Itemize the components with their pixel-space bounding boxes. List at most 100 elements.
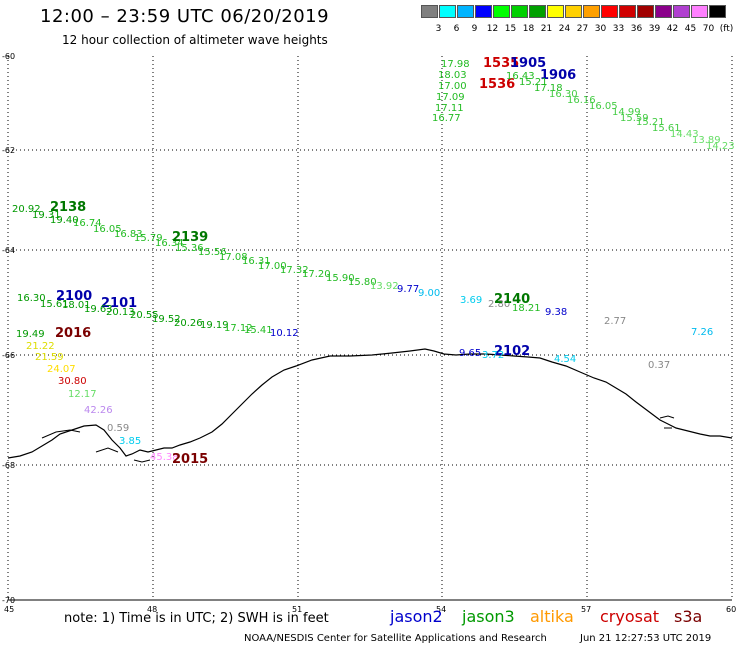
legend-value: 15 xyxy=(504,24,517,34)
legend-swatch xyxy=(493,5,510,18)
satellite-altika: altika xyxy=(530,607,574,626)
legend-value: 18 xyxy=(522,24,535,34)
x-tick-label: 54 xyxy=(436,605,446,614)
island-coastline xyxy=(41,429,81,439)
wave-height-label: 19.63 xyxy=(84,304,113,315)
wave-height-labels: 17.9818.0317.0017.0917.1116.771535153619… xyxy=(12,56,735,467)
pass-time-label: 1906 xyxy=(540,68,576,83)
wave-height-label: 13.89 xyxy=(692,135,721,146)
pass-time-label: 1905 xyxy=(510,56,546,71)
wave-height-label: 13.92 xyxy=(370,281,399,292)
pass-time-label: 2139 xyxy=(172,230,208,245)
wave-height-label: 20.92 xyxy=(12,204,41,215)
y-axis-labels: -60 -62 -64 -66 -68 -70 xyxy=(2,52,15,605)
wave-height-label: 15.21 xyxy=(519,77,548,88)
legend-swatch xyxy=(619,5,636,18)
x-tick-label: 45 xyxy=(4,605,14,614)
wave-height-label: 3.72 xyxy=(482,350,504,361)
wave-height-label: 16.77 xyxy=(432,113,461,124)
wave-height-label: 9.38 xyxy=(545,307,567,318)
wave-height-label: 15.41 xyxy=(244,325,273,336)
legend-value: 30 xyxy=(594,24,607,34)
legend-swatch xyxy=(637,5,654,18)
wave-height-label: 16.43 xyxy=(506,71,535,82)
wave-height-label: 16.30 xyxy=(549,89,578,100)
island-coastline xyxy=(133,459,151,463)
island-coastline xyxy=(95,447,119,453)
wave-height-label: 17.08 xyxy=(219,252,248,263)
wave-height-label: 15.21 xyxy=(636,117,665,128)
wave-height-label: 16.16 xyxy=(567,95,596,106)
wave-height-label: 17.18 xyxy=(534,83,563,94)
page-title: 12:00 – 23:59 UTC 06/20/2019 xyxy=(40,6,330,27)
wave-height-label: 16.30 xyxy=(17,293,46,304)
wave-height-label: 9.65 xyxy=(459,348,481,359)
wave-height-label: 14.99 xyxy=(612,107,641,118)
wave-height-label: 15.56 xyxy=(198,247,227,258)
wave-height-label: 19.31 xyxy=(32,210,61,221)
y-tick-label: -60 xyxy=(2,52,15,61)
x-tick-label: 60 xyxy=(726,605,736,614)
wave-height-label: 18.01 xyxy=(62,300,91,311)
wave-height-label: 9.00 xyxy=(418,288,440,299)
legend-value: 70 xyxy=(702,24,715,34)
y-tick-label: -62 xyxy=(2,146,15,155)
legend-value: 9 xyxy=(471,24,478,34)
legend-value: (ft) xyxy=(719,24,734,34)
wave-height-label: 3.69 xyxy=(460,295,482,306)
legend-swatch xyxy=(475,5,492,18)
wave-height-label: 15.61 xyxy=(40,299,69,310)
legend-swatch xyxy=(547,5,564,18)
y-tick-label: -66 xyxy=(2,351,15,360)
legend-value: 36 xyxy=(630,24,643,34)
wave-height-label: 19.19 xyxy=(200,320,229,331)
wave-height-label: 14.23 xyxy=(706,141,735,152)
legend-swatch xyxy=(439,5,456,18)
wave-height-label: 21.59 xyxy=(35,352,64,363)
legend-swatch xyxy=(673,5,690,18)
y-tick-label: -70 xyxy=(2,596,15,605)
wave-height-label: 42.26 xyxy=(84,405,113,416)
wave-height-label: 15.59 xyxy=(620,113,649,124)
wave-height-label: 20.26 xyxy=(174,318,203,329)
pass-time-label: 1535 xyxy=(483,56,519,71)
wave-height-label: 15.90 xyxy=(326,273,355,284)
wave-height-label: 45.38 xyxy=(150,452,179,463)
wave-height-label: 14.43 xyxy=(670,129,699,140)
wave-height-label: 17.12 xyxy=(224,323,253,334)
wave-height-label: 15.61 xyxy=(652,123,681,134)
wave-height-label: 15.80 xyxy=(348,277,377,288)
legend-swatch xyxy=(565,5,582,18)
wave-height-label: 7.26 xyxy=(691,327,713,338)
wave-height-label: 20.55 xyxy=(130,310,159,321)
legend-swatch xyxy=(583,5,600,18)
legend-swatch xyxy=(421,5,438,18)
pass-time-label: 2015 xyxy=(172,452,208,467)
wave-height-label: 9.77 xyxy=(397,284,419,295)
wave-height-label: 30.80 xyxy=(58,376,87,387)
footnote: note: 1) Time is in UTC; 2) SWH is in fe… xyxy=(64,611,329,626)
legend-value: 3 xyxy=(435,24,442,34)
legend-value: 24 xyxy=(558,24,571,34)
wave-height-label: 15.79 xyxy=(134,233,163,244)
antarctic-coastline xyxy=(7,348,733,459)
satellite-cryosat: cryosat xyxy=(600,607,660,626)
pass-time-label: 2101 xyxy=(101,296,137,311)
wave-height-label: 17.98 xyxy=(441,59,470,70)
wave-height-label: 16.05 xyxy=(93,224,122,235)
wave-height-label: 18.03 xyxy=(438,70,467,81)
pass-time-label: 2100 xyxy=(56,289,92,304)
wave-height-label: 17.00 xyxy=(438,81,467,92)
map-frame xyxy=(7,56,733,601)
wave-height-label: 16.83 xyxy=(114,229,143,240)
wave-height-label: 17.20 xyxy=(302,269,331,280)
wave-height-label: 16.05 xyxy=(589,101,618,112)
wave-height-label: 15.36 xyxy=(175,243,204,254)
legend-value: 45 xyxy=(684,24,697,34)
x-tick-label: 57 xyxy=(581,605,591,614)
legend-value: 33 xyxy=(612,24,625,34)
wave-height-label: 20.13 xyxy=(106,307,135,318)
satellite-jason2: jason2 xyxy=(390,607,443,626)
wave-height-label: 2.77 xyxy=(604,316,626,327)
